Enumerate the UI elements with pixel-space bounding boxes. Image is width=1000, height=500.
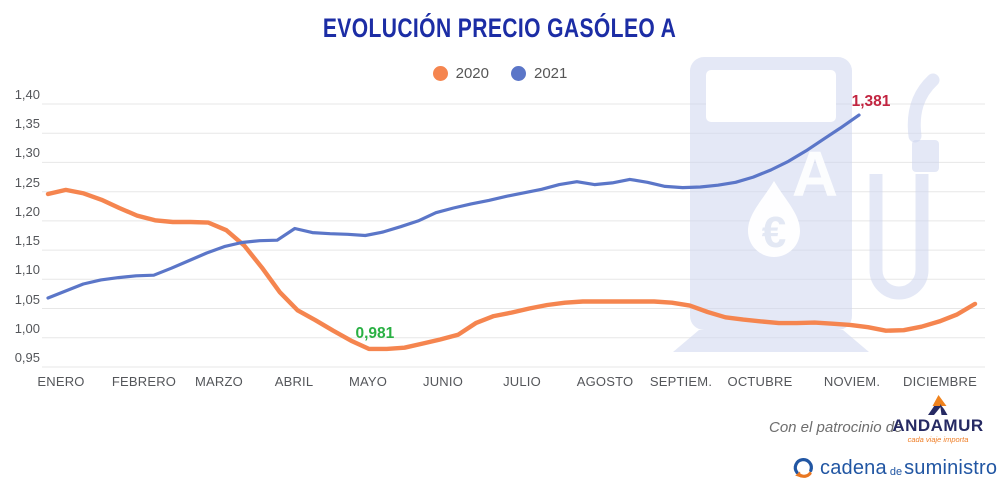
value-annotation: 1,381 bbox=[852, 93, 891, 110]
value-annotation: 0,981 bbox=[356, 325, 395, 342]
line-series-2020 bbox=[45, 187, 978, 352]
x-tick-label-junio: JUNIO bbox=[423, 374, 463, 389]
y-tick-label: 1,05 bbox=[14, 291, 40, 307]
x-tick-label-julio: JULIO bbox=[503, 374, 541, 389]
chart-series-lines bbox=[45, 113, 978, 352]
legend-dot-icon bbox=[432, 66, 448, 81]
andamur-logo: ANDAMUR cada viaje importa bbox=[891, 395, 985, 444]
cadena-logo-icon bbox=[793, 458, 813, 478]
legend-item-2021: 2021 bbox=[511, 65, 567, 82]
x-tick-label-febrero: FEBRERO bbox=[111, 374, 177, 389]
x-tick-label-enero: ENERO bbox=[37, 374, 85, 389]
line-series-2021 bbox=[46, 113, 861, 300]
y-tick-label: 1,25 bbox=[14, 174, 40, 190]
chart-legend: 2020 2021 bbox=[0, 65, 1000, 82]
y-tick-label: 1,40 bbox=[14, 87, 40, 102]
x-tick-label-noviem: NOVIEM. bbox=[823, 374, 881, 389]
legend-item-2020: 2020 bbox=[432, 65, 489, 82]
cadena-de-suministro-logo: cadena de suministro bbox=[792, 456, 997, 480]
sponsor-text: Con el patrocinio de bbox=[769, 419, 903, 436]
fuel-pump-watermark-icon: A € bbox=[673, 57, 940, 352]
x-tick-label-diciembre: DICIEMBRE bbox=[902, 374, 978, 389]
andamur-tagline: cada viaje importa bbox=[907, 435, 969, 444]
y-tick-label: 1,20 bbox=[14, 203, 40, 219]
legend-label: 2021 bbox=[534, 65, 568, 82]
y-tick-label: 1,00 bbox=[14, 320, 40, 336]
y-tick-label: 0,95 bbox=[14, 350, 40, 365]
andamur-logo-text: ANDAMUR bbox=[892, 416, 984, 435]
y-tick-label: 1,30 bbox=[14, 145, 40, 161]
y-tick-label: 1,10 bbox=[14, 262, 40, 278]
x-tick-label-septiem: SEPTIEM. bbox=[649, 374, 713, 389]
y-tick-label: 1,35 bbox=[14, 116, 40, 132]
chart-title: EVOLUCIÓN PRECIO GASÓLEO A bbox=[323, 13, 677, 43]
page-title: EVOLUCIÓN PRECIO GASÓLEO A bbox=[0, 13, 1000, 44]
x-tick-label-octubre: OCTUBRE bbox=[727, 374, 793, 389]
legend-label: 2020 bbox=[455, 65, 489, 82]
chart-annotations: 0,981 1,381 bbox=[356, 93, 891, 342]
cadena-suministro-word: suministro bbox=[904, 457, 998, 479]
y-tick-label: 1,15 bbox=[14, 233, 40, 249]
x-tick-label-agosto: AGOSTO bbox=[576, 374, 634, 389]
cadena-de-word: de bbox=[889, 466, 903, 478]
svg-text:€: € bbox=[762, 208, 786, 257]
svg-text:A: A bbox=[792, 138, 838, 210]
cadena-word: cadena bbox=[820, 457, 887, 479]
x-tick-label-abril: ABRIL bbox=[274, 374, 314, 389]
andamur-logo-icon bbox=[928, 395, 948, 415]
x-tick-label-mayo: MAYO bbox=[348, 374, 388, 389]
legend-dot-icon bbox=[511, 66, 526, 81]
x-tick-label-marzo: MARZO bbox=[195, 374, 243, 389]
